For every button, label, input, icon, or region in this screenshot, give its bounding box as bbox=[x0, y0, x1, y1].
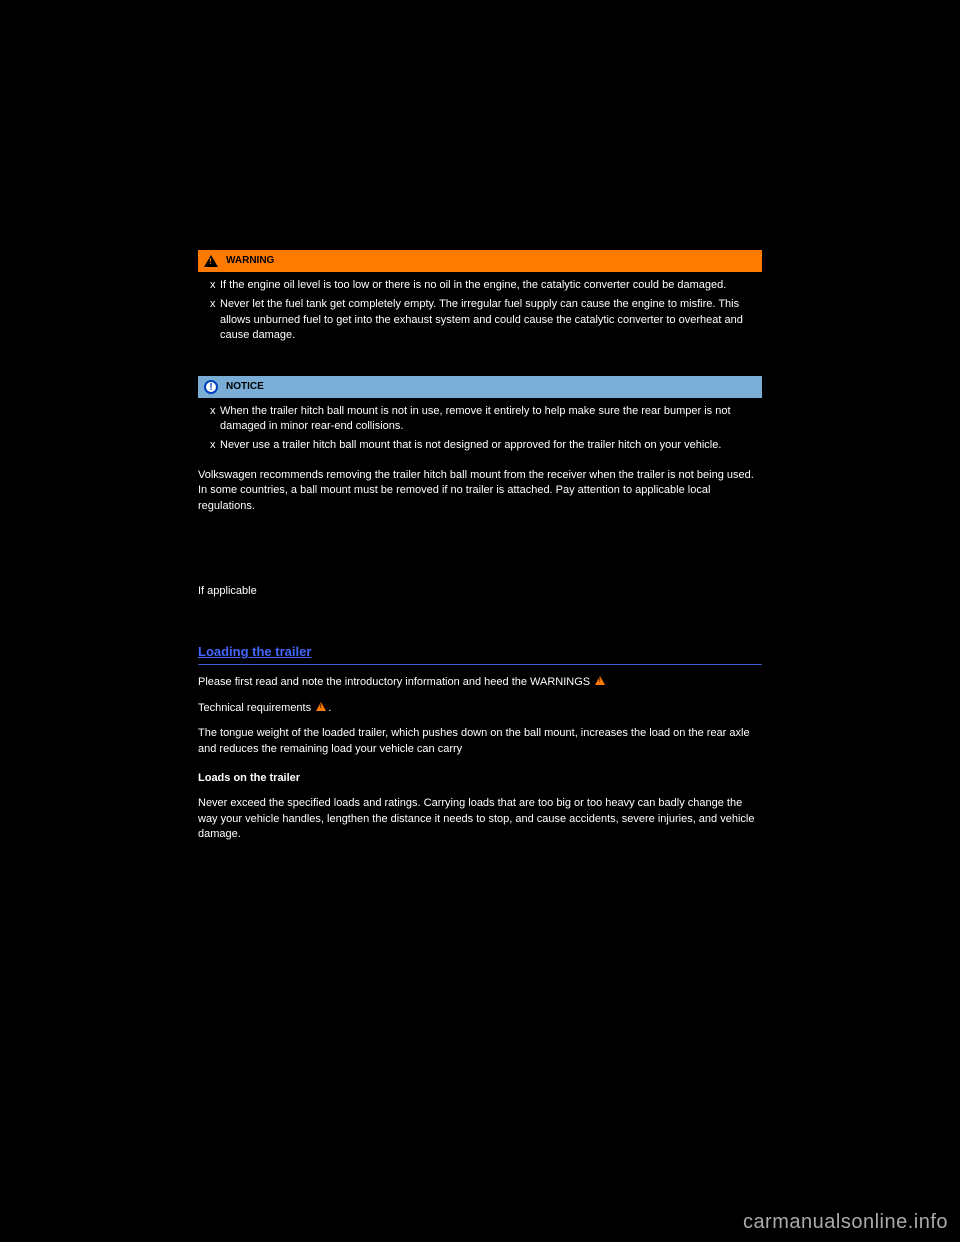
watermark: carmanualsonline.info bbox=[743, 1211, 948, 1234]
advice-text: Volkswagen recommends removing the trail… bbox=[198, 468, 762, 514]
warning-triangle-icon bbox=[316, 702, 326, 711]
warning-triangle-icon bbox=[595, 676, 605, 685]
if-applicable: If applicable bbox=[198, 584, 762, 599]
warning-label: WARNING bbox=[226, 254, 274, 268]
notice-header: ! NOTICE bbox=[198, 376, 762, 398]
load-intro-text: Please first read and note the introduct… bbox=[198, 676, 590, 688]
tech-req: Technical requirements . bbox=[198, 701, 762, 716]
warning-header: WARNING bbox=[198, 250, 762, 272]
tech-req-text: Technical requirements bbox=[198, 702, 311, 714]
tongue-para: The tongue weight of the loaded trailer,… bbox=[198, 726, 762, 757]
warning-body: If the engine oil level is too low or th… bbox=[198, 272, 762, 358]
warning-item: If the engine oil level is too low or th… bbox=[210, 278, 758, 293]
notice-body: When the trailer hitch ball mount is not… bbox=[198, 398, 762, 468]
warning-item: Never let the fuel tank get completely e… bbox=[210, 297, 758, 343]
load-intro: Please first read and note the introduct… bbox=[198, 675, 762, 690]
loads-title: Loads on the trailer bbox=[198, 771, 762, 786]
section-title: Loading the trailer bbox=[198, 643, 762, 665]
notice-label: NOTICE bbox=[226, 380, 264, 394]
warning-triangle-icon bbox=[204, 255, 218, 267]
notice-circle-icon: ! bbox=[204, 380, 218, 394]
loads-para: Never exceed the specified loads and rat… bbox=[198, 796, 762, 842]
notice-item: Never use a trailer hitch ball mount tha… bbox=[210, 438, 758, 453]
notice-item: When the trailer hitch ball mount is not… bbox=[210, 404, 758, 435]
